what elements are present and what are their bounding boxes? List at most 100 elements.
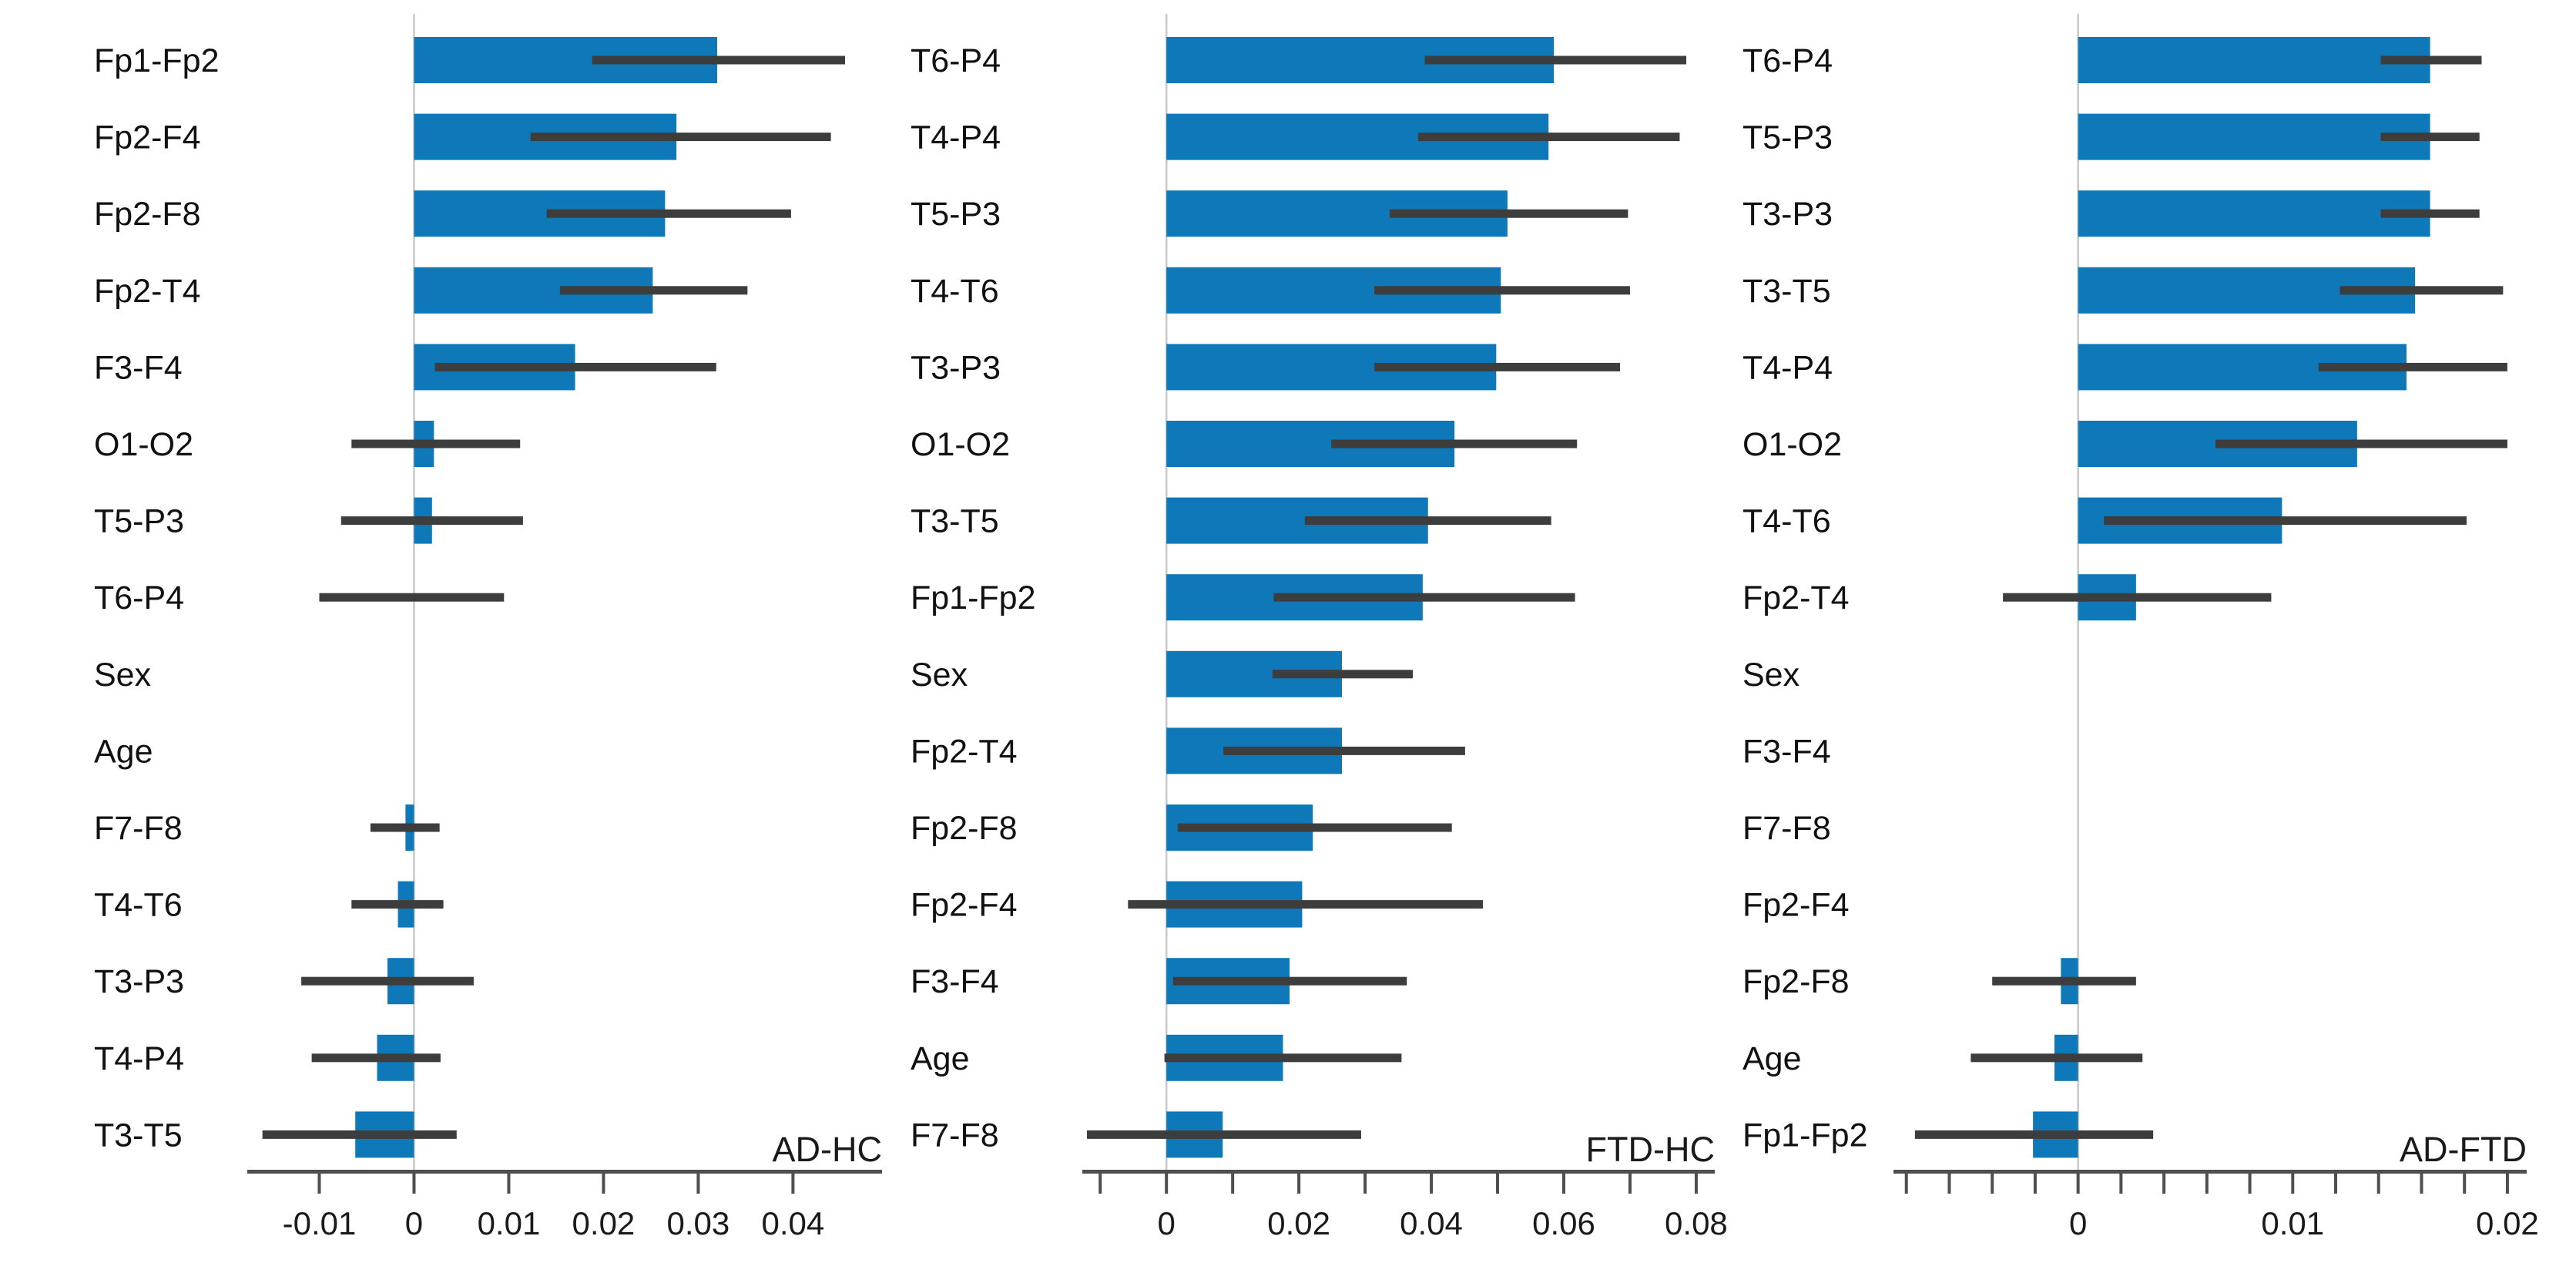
- category-label: T5-P3: [911, 196, 1001, 233]
- category-label: F3-F4: [1742, 733, 1831, 770]
- category-label: Age: [911, 1040, 970, 1077]
- category-label: Fp2-T4: [94, 273, 201, 310]
- error-bar: [530, 133, 831, 142]
- category-label: T4-P4: [94, 1040, 184, 1077]
- x-axis-tick: [1297, 1174, 1301, 1194]
- error-bar: [1128, 900, 1484, 909]
- error-bar: [1172, 976, 1407, 986]
- bar-row: T3-T5: [94, 1111, 457, 1158]
- x-axis-minor-tick: [1496, 1174, 1500, 1194]
- bar-row: T6-P4: [94, 579, 505, 616]
- bar-row: Age: [1742, 1034, 2143, 1081]
- x-axis-minor-tick: [2463, 1174, 2467, 1194]
- x-axis-line: [247, 1170, 882, 1174]
- category-label: T6-P4: [911, 42, 1001, 79]
- bar-row: T3-P3: [94, 958, 474, 1005]
- category-label: O1-O2: [1742, 426, 1842, 463]
- category-label: Fp2-F4: [1742, 887, 1850, 924]
- x-tick-label: 0.08: [1665, 1205, 1728, 1241]
- x-tick-label: 0.02: [572, 1205, 636, 1241]
- bar-row: T4-T6: [94, 881, 444, 928]
- error-bar: [370, 823, 440, 832]
- bar-row: Fp1-Fp2: [1742, 1111, 2154, 1158]
- x-tick-label: 0: [405, 1205, 423, 1241]
- x-axis-minor-tick: [2162, 1174, 2166, 1194]
- bar-row: Fp2-F8: [911, 804, 1452, 851]
- x-tick-label: 0.04: [1400, 1205, 1463, 1241]
- bar-row: O1-O2: [1742, 421, 2507, 467]
- error-bar: [1272, 670, 1413, 679]
- error-bar: [592, 55, 846, 65]
- error-bar: [1223, 746, 1465, 755]
- category-label: F3-F4: [911, 963, 999, 1000]
- category-label: O1-O2: [94, 426, 193, 463]
- x-axis-minor-tick: [2420, 1174, 2423, 1194]
- x-tick-label: 0.06: [1532, 1205, 1595, 1241]
- category-label: T4-T6: [911, 273, 999, 310]
- category-label: T4-T6: [1742, 503, 1831, 540]
- category-label: T5-P3: [1742, 119, 1833, 156]
- x-axis: 0 0.02 0.04 0.06 0.08: [1082, 1170, 1728, 1241]
- panel-title: AD-FTD: [2400, 1130, 2527, 1169]
- panel-ad-ftd: T6-P4 T5-P3 T3-P3 T3-T5 T4-P4 O1-O2 T4-T6 Fp2-T…: [1742, 14, 2539, 1241]
- x-axis-tick: [602, 1174, 605, 1194]
- error-bar: [301, 976, 474, 986]
- bar-row: T5-P3: [1742, 113, 2480, 160]
- category-label: Sex: [94, 657, 152, 694]
- x-axis-line: [1082, 1170, 1715, 1174]
- error-bar: [2380, 55, 2482, 65]
- error-bar: [2215, 439, 2507, 448]
- category-label: Age: [94, 733, 153, 770]
- error-bar: [311, 1053, 441, 1063]
- x-axis-tick: [1430, 1174, 1434, 1194]
- bar-row: Fp2-F4: [1742, 887, 1850, 924]
- error-bar: [1177, 823, 1452, 832]
- x-tick-label: 0: [1158, 1205, 1176, 1241]
- x-axis: 0 0.01 0.02: [1893, 1170, 2539, 1241]
- error-bar: [1374, 286, 1630, 295]
- error-bar: [2380, 209, 2480, 218]
- category-label: T3-T5: [1742, 273, 1831, 310]
- error-bar: [1331, 439, 1578, 448]
- category-label: T6-P4: [1742, 42, 1833, 79]
- bar: [2078, 37, 2430, 83]
- bar: [2078, 113, 2430, 160]
- x-axis-minor-tick: [2376, 1174, 2380, 1194]
- x-axis-tick: [412, 1174, 416, 1194]
- bar-row: T5-P3: [94, 497, 523, 544]
- x-axis-tick: [2505, 1174, 2509, 1194]
- category-label: Sex: [911, 657, 968, 694]
- x-axis-minor-tick: [1098, 1174, 1102, 1194]
- x-axis-line: [1893, 1170, 2527, 1174]
- bar-row: T6-P4: [1742, 37, 2482, 83]
- bar-row: T4-T6: [1742, 497, 2467, 544]
- category-label: T4-P4: [911, 119, 1001, 156]
- category-label: T3-P3: [911, 349, 1001, 386]
- x-axis-tick: [507, 1174, 511, 1194]
- error-bar: [1164, 1053, 1402, 1063]
- category-label: F7-F8: [1742, 810, 1831, 847]
- error-bar: [1087, 1130, 1361, 1139]
- x-axis-minor-tick: [2205, 1174, 2209, 1194]
- error-bar: [1417, 133, 1680, 142]
- x-axis-minor-tick: [2248, 1174, 2252, 1194]
- category-label: Sex: [1742, 657, 1800, 694]
- bar-row: F3-F4: [94, 344, 716, 391]
- error-bar: [2318, 362, 2507, 371]
- bar-row: F7-F8: [94, 804, 440, 851]
- x-tick-label: 0.04: [762, 1205, 825, 1241]
- category-label: F3-F4: [94, 349, 183, 386]
- bar-row: Fp2-T4: [94, 267, 748, 314]
- category-label: T6-P4: [94, 579, 184, 616]
- error-bar: [340, 516, 523, 526]
- bar-row: Age: [94, 733, 153, 770]
- bar-row: F7-F8: [1742, 810, 1831, 847]
- bar-row: Fp2-F4: [911, 881, 1484, 928]
- category-label: Fp2-F4: [94, 119, 201, 156]
- bar-row: T6-P4: [911, 37, 1687, 83]
- bar-row: T4-P4: [1742, 344, 2507, 391]
- error-bar: [1971, 1053, 2143, 1063]
- x-axis-tick: [1694, 1174, 1698, 1194]
- category-label: Fp2-F8: [94, 196, 201, 233]
